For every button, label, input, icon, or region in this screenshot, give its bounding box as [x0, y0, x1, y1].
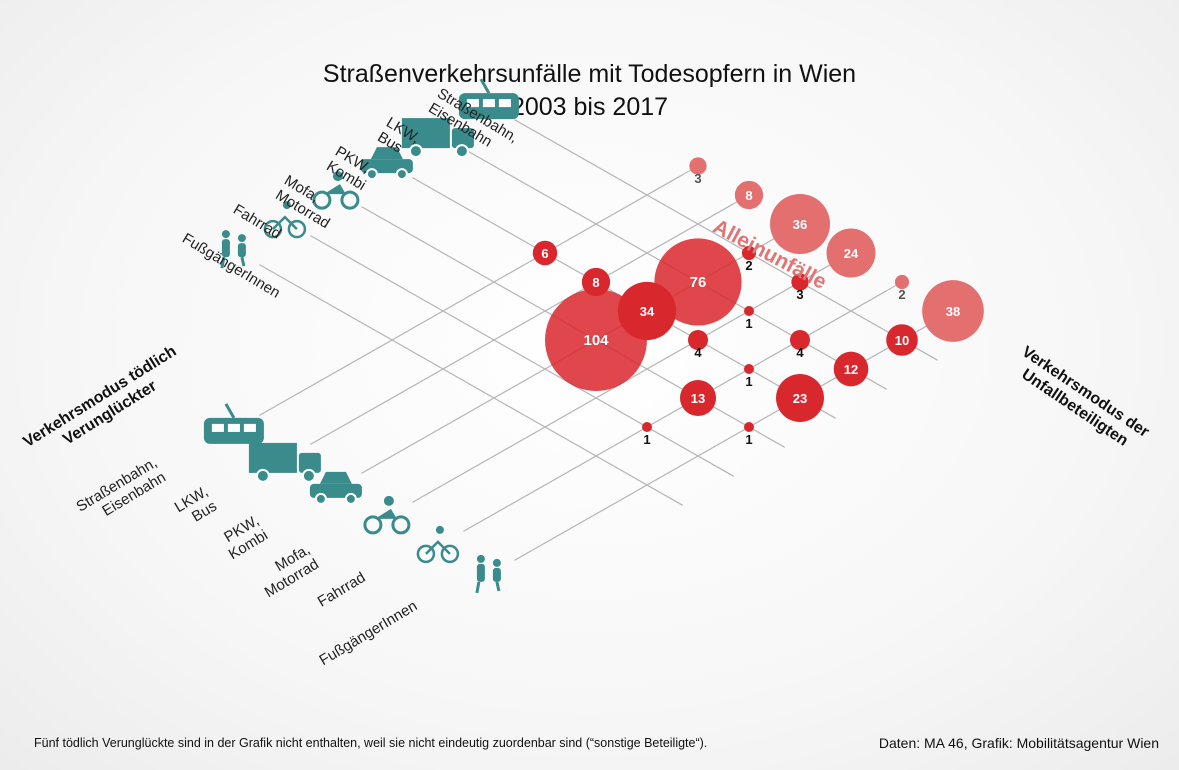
alone-bubble-label: 8: [745, 188, 752, 203]
bubble-label: 1: [745, 432, 752, 447]
bubble: [744, 422, 754, 432]
bubble: [790, 330, 810, 350]
source-credit: Daten: MA 46, Grafik: Mobilitätsagentur …: [878, 735, 1159, 751]
tram-icon: [203, 403, 264, 444]
alone-bubble-label: 3: [694, 171, 701, 186]
tram-icon: [458, 78, 519, 120]
bubble: [886, 324, 918, 356]
pedestrian-icon: [475, 554, 501, 594]
motorcycle-icon: [363, 495, 411, 535]
bubble: [744, 364, 754, 374]
bubble-label: 76: [690, 274, 707, 291]
bubble-label: 1: [745, 316, 752, 331]
bicycle-icon: [416, 525, 460, 564]
bubble: [642, 422, 652, 432]
bubble: [776, 374, 824, 422]
grid-line-other: [310, 235, 734, 477]
alone-bubble-label: 38: [946, 304, 960, 319]
bubble: [679, 379, 717, 417]
grid-line-victim: [310, 203, 734, 445]
bubble: [581, 267, 611, 297]
bubble: [688, 330, 708, 350]
bubble-label: 10: [895, 333, 909, 348]
footnote: Fünf tödlich Verunglückte sind in der Gr…: [34, 736, 708, 750]
pedestrian-icon: [220, 230, 246, 269]
bicycle-icon: [263, 201, 307, 239]
chart-subtitle: 2003 bis 2017: [510, 93, 669, 121]
bubble-label: 104: [583, 332, 609, 349]
bubble: [741, 245, 757, 261]
alone-bubble-label: 36: [793, 217, 807, 232]
truck-icon: [401, 118, 474, 159]
bubble: [744, 306, 754, 316]
bubble-label: 4: [694, 345, 702, 360]
grid-line-victim: [259, 174, 683, 416]
bubble: [654, 238, 742, 326]
bubble-label: 12: [844, 362, 858, 377]
alone-bubble: [734, 180, 764, 210]
car-icon: [309, 471, 362, 505]
motorcycle-icon: [312, 171, 360, 210]
bubble: [617, 281, 677, 341]
alone-bubble-label: 2: [898, 287, 905, 302]
bubble: [791, 273, 809, 291]
bubble-label: 4: [796, 345, 804, 360]
alone-bubble: [922, 280, 984, 342]
bubble-label: 8: [592, 275, 599, 290]
alone-bubble: [894, 274, 910, 290]
bubble-label: 23: [793, 391, 807, 406]
bubble-label: 1: [643, 432, 650, 447]
car-icon: [360, 147, 413, 181]
bubble-label: 2: [745, 258, 752, 273]
grid-line-victim: [463, 290, 887, 532]
bubble-label: 13: [691, 391, 705, 406]
bubble-label: 34: [640, 304, 655, 319]
alone-bubble: [689, 157, 707, 175]
bubble-label: 1: [745, 374, 752, 389]
alone-bubble: [770, 194, 830, 254]
bubble: [532, 240, 558, 266]
alone-bubble-label: 24: [844, 246, 859, 261]
alone-bubble: [826, 228, 876, 278]
truck-icon: [248, 442, 321, 483]
bubble: [833, 351, 869, 387]
grid-line-victim: [514, 319, 938, 561]
grid-line-other: [514, 119, 938, 361]
grid-line-other: [259, 264, 683, 506]
bubble-label: 3: [796, 287, 803, 302]
bubble-label: 6: [541, 246, 548, 261]
chart-title: Straßenverkehrsunfälle mit Todesopfern i…: [322, 60, 857, 88]
